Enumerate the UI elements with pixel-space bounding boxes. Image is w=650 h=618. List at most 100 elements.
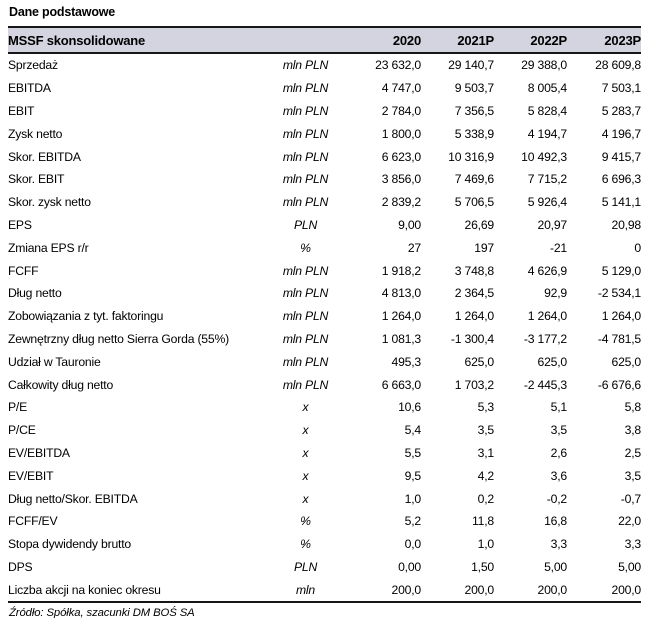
row-value-2022p: -2 445,3 (523, 377, 567, 392)
row-value-2021p: 29 140,7 (448, 58, 494, 73)
row-value-2020: 23 632,0 (375, 58, 421, 73)
row-value-2020: 9,00 (398, 217, 421, 232)
row-value-2022p: 5 828,4 (527, 103, 567, 118)
row-unit: % (300, 240, 311, 255)
row-value-2023p: 20,98 (611, 217, 642, 232)
row-value-2023p: 3,5 (624, 468, 642, 483)
row-value-2022p: 5 926,4 (527, 195, 567, 210)
row-value-2023p: -2 534,1 (597, 286, 641, 301)
row-value-2023p: 3,8 (624, 423, 642, 438)
header-unit-column (263, 26, 348, 54)
row-value-2023p: 5,8 (624, 400, 642, 415)
table-row: Zobowiązania z tyt. faktoringu mln PLN 1… (8, 305, 641, 328)
table-row: EPS PLN 9,00 26,69 20,97 20,98 (8, 214, 641, 237)
row-value-2022p: 5,1 (550, 400, 568, 415)
row-metric-label: EPS (8, 217, 32, 232)
row-metric-label: EV/EBITDA (8, 445, 70, 460)
row-metric-label: Całkowity dług netto (8, 377, 114, 392)
row-value-2023p: 4 196,7 (601, 126, 641, 141)
row-value-2020: 0,0 (404, 537, 422, 552)
row-value-2020: 4 747,0 (381, 81, 421, 96)
row-value-2023p: 0 (634, 240, 641, 255)
source-note: Źródło: Spółka, szacunki DM BOŚ SA (9, 607, 195, 618)
row-value-2020: 10,6 (398, 400, 421, 415)
row-unit: mln PLN (282, 172, 329, 187)
row-unit: PLN (293, 217, 318, 232)
row-value-2023p: 625,0 (611, 354, 642, 369)
table-row: Stopa dywidendy brutto % 0,0 1,0 3,3 3,3 (8, 533, 641, 556)
row-unit: mln PLN (282, 377, 329, 392)
row-metric-label: Skor. EBITDA (8, 149, 81, 164)
row-value-2023p: 2,5 (624, 445, 642, 460)
row-value-2022p: 3,5 (550, 423, 568, 438)
row-value-2020: 27 (407, 240, 421, 255)
row-value-2022p: 16,8 (544, 514, 567, 529)
row-unit: mln (263, 578, 348, 604)
table-row: FCFF mln PLN 1 918,2 3 748,8 4 626,9 5 1… (8, 259, 641, 282)
row-value-2021p: 3,5 (477, 423, 495, 438)
table-header-row: MSSF skonsolidowane 2020 2021P 2022P 202… (8, 26, 641, 54)
row-metric-label: FCFF/EV (8, 514, 58, 529)
row-metric-label: Zobowiązania z tyt. faktoringu (8, 309, 164, 324)
row-metric-label: Dług netto (8, 286, 62, 301)
row-value-2023p: 3,3 (624, 537, 642, 552)
table-row: Dług netto/Skor. EBITDA x 1,0 0,2 -0,2 -… (8, 487, 641, 510)
row-value-2023p: -0,7 (620, 491, 641, 506)
table-row: Skor. zysk netto mln PLN 2 839,2 5 706,5… (8, 191, 641, 214)
row-value-2022p: -21 (549, 240, 567, 255)
header-year-2023p: 2023P (567, 26, 641, 54)
row-metric-label: Udział w Tauronie (8, 354, 101, 369)
row-unit: mln PLN (282, 81, 329, 96)
row-unit: mln PLN (282, 149, 329, 164)
row-value-2023p: -4 781,5 (597, 331, 641, 346)
row-value-2022p: 8 005,4 (527, 81, 567, 96)
table-row: Zysk netto mln PLN 1 800,0 5 338,9 4 194… (8, 122, 641, 145)
table-row: Zmiana EPS r/r % 27 197 -21 0 (8, 236, 641, 259)
row-value-2023p: 5 141,1 (601, 195, 641, 210)
row-value-2022p: -3 177,2 (523, 331, 567, 346)
row-value-2022p: 3,6 (550, 468, 568, 483)
financial-data-table: MSSF skonsolidowane 2020 2021P 2022P 202… (8, 26, 642, 604)
row-metric-label: Liczba akcji na koniec okresu (8, 578, 263, 604)
row-metric-label: Stopa dywidendy brutto (8, 537, 131, 552)
row-unit: mln PLN (282, 309, 329, 324)
row-value-2021p: 1 703,2 (454, 377, 494, 392)
row-unit: PLN (293, 559, 318, 574)
table-row: P/CE x 5,4 3,5 3,5 3,8 (8, 419, 641, 442)
table-row: EBIT mln PLN 2 784,0 7 356,5 5 828,4 5 2… (8, 100, 641, 123)
row-value-2022p: 2,6 (550, 445, 568, 460)
row-unit: x (302, 400, 309, 415)
row-value-2022p: 625,0 (537, 354, 568, 369)
row-value-2021p: 9 503,7 (454, 81, 494, 96)
table-row: Udział w Tauronie mln PLN 495,3 625,0 62… (8, 350, 641, 373)
row-value-2021p: 1,0 (477, 537, 495, 552)
row-metric-label: DPS (8, 559, 33, 574)
row-unit: mln PLN (282, 354, 329, 369)
table-row: Skor. EBIT mln PLN 3 856,0 7 469,6 7 715… (8, 168, 641, 191)
row-value-2021p: 11,8 (471, 514, 494, 529)
row-value-2022p: -0,2 (546, 491, 567, 506)
row-unit: x (302, 423, 309, 438)
row-value-2020: 200,0 (348, 578, 421, 604)
header-year-2020: 2020 (348, 26, 421, 54)
table-row: Liczba akcji na koniec okresu mln 200,0 … (8, 578, 641, 604)
row-value-2022p: 20,97 (537, 217, 568, 232)
row-value-2021p: 5 338,9 (454, 126, 494, 141)
row-value-2020: 1 264,0 (381, 309, 421, 324)
row-metric-label: Dług netto/Skor. EBITDA (8, 491, 138, 506)
row-value-2020: 0,00 (398, 559, 421, 574)
table-row: Sprzedaż mln PLN 23 632,0 29 140,7 29 38… (8, 53, 641, 77)
table-header: MSSF skonsolidowane 2020 2021P 2022P 202… (8, 26, 641, 54)
row-metric-label: FCFF (8, 263, 39, 278)
row-unit: mln PLN (282, 58, 329, 73)
table-row: EV/EBIT x 9,5 4,2 3,6 3,5 (8, 464, 641, 487)
row-value-2023p: 22,0 (618, 514, 641, 529)
row-value-2022p: 3,3 (550, 537, 568, 552)
header-standard-label: MSSF skonsolidowane (8, 26, 263, 54)
row-value-2021p: 2 364,5 (454, 286, 494, 301)
table-body: Sprzedaż mln PLN 23 632,0 29 140,7 29 38… (8, 53, 642, 604)
table-row: Całkowity dług netto mln PLN 6 663,0 1 7… (8, 373, 641, 396)
section-title: Dane podstawowe (9, 5, 116, 19)
row-value-2021p: 10 316,9 (448, 149, 494, 164)
